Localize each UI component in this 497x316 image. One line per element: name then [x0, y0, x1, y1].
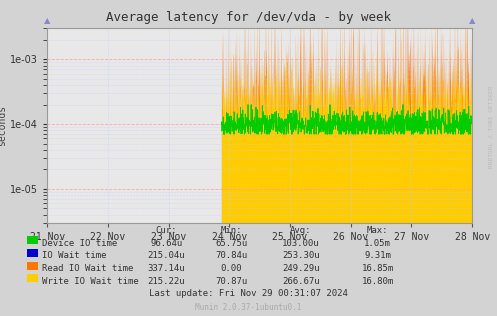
Text: Average latency for /dev/vda - by week: Average latency for /dev/vda - by week — [106, 11, 391, 24]
Text: 65.75u: 65.75u — [215, 239, 247, 247]
Text: 9.31m: 9.31m — [364, 251, 391, 260]
Text: 16.80m: 16.80m — [362, 276, 394, 285]
Text: Munin 2.0.37-1ubuntu0.1: Munin 2.0.37-1ubuntu0.1 — [195, 303, 302, 312]
Text: 103.00u: 103.00u — [282, 239, 320, 247]
Text: 215.04u: 215.04u — [148, 251, 185, 260]
Text: 96.64u: 96.64u — [151, 239, 182, 247]
Text: IO Wait time: IO Wait time — [42, 251, 107, 260]
Text: Last update: Fri Nov 29 00:31:07 2024: Last update: Fri Nov 29 00:31:07 2024 — [149, 289, 348, 298]
Text: 70.87u: 70.87u — [215, 276, 247, 285]
Y-axis label: seconds: seconds — [0, 105, 7, 146]
Text: 249.29u: 249.29u — [282, 264, 320, 273]
Text: 253.30u: 253.30u — [282, 251, 320, 260]
Text: RRDTOOL / TOBI OETIKER: RRDTOOL / TOBI OETIKER — [489, 85, 494, 168]
Text: 215.22u: 215.22u — [148, 276, 185, 285]
Text: Cur:: Cur: — [156, 226, 177, 235]
Text: 70.84u: 70.84u — [215, 251, 247, 260]
Text: Write IO Wait time: Write IO Wait time — [42, 276, 139, 285]
Text: ▲: ▲ — [469, 16, 476, 25]
Text: Max:: Max: — [367, 226, 389, 235]
Text: 16.85m: 16.85m — [362, 264, 394, 273]
Text: Min:: Min: — [220, 226, 242, 235]
Text: Read IO Wait time: Read IO Wait time — [42, 264, 134, 273]
Text: 1.05m: 1.05m — [364, 239, 391, 247]
Text: Device IO time: Device IO time — [42, 239, 117, 247]
Text: ▲: ▲ — [44, 16, 51, 25]
Text: 0.00: 0.00 — [220, 264, 242, 273]
Text: 266.67u: 266.67u — [282, 276, 320, 285]
Text: Avg:: Avg: — [290, 226, 312, 235]
Text: 337.14u: 337.14u — [148, 264, 185, 273]
